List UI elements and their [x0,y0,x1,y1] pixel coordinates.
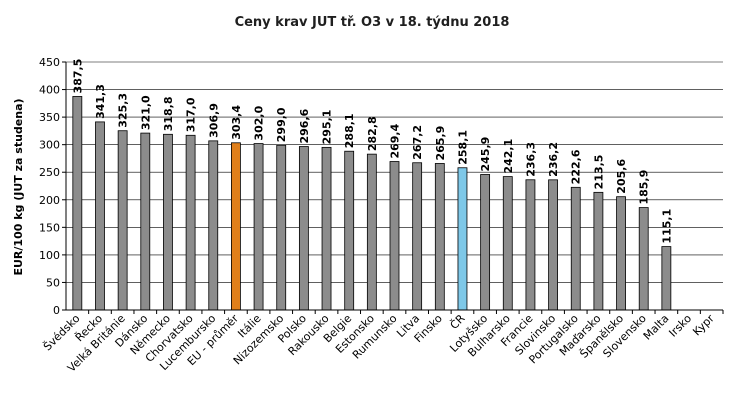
data-label: 321,0 [139,95,152,130]
data-label: 288,1 [343,113,356,148]
bar [344,150,355,311]
bar [366,153,377,311]
bars [72,96,672,311]
bar [661,246,672,311]
data-label: 341,3 [94,84,107,119]
y-tick-label: 50 [46,276,60,289]
bar [434,163,445,311]
bar [185,134,196,311]
data-label: 318,8 [162,97,175,132]
data-label: 299,0 [275,107,288,142]
x-tick-label: Malta [641,312,672,343]
bar [593,191,604,311]
data-label: 258,1 [456,130,469,165]
data-label: 236,3 [524,142,537,177]
x-tick-label: Irsko [666,312,694,340]
bar [457,167,468,311]
y-axis-ticks: 0 50 100 150 200 250 300 350 400 450 [39,56,66,317]
bar [389,161,400,311]
y-axis-label: EUR/100 kg (JUT za studena) [12,98,25,275]
data-label: 269,4 [389,123,402,158]
y-tick-label: 150 [39,221,60,234]
data-labels: 387,5 341,3 325,3 321,0 318,8 317,0 306,9 303,4… [71,59,673,244]
data-label: 306,9 [207,103,220,138]
y-tick-label: 300 [39,139,60,152]
bar [638,207,649,311]
data-label: 303,4 [230,105,243,140]
bar [502,176,513,311]
bar [140,132,151,311]
data-label: 222,6 [570,149,583,184]
data-label: 325,3 [117,93,130,128]
data-label: 282,8 [366,116,379,151]
bar [117,130,128,311]
data-label: 265,9 [434,126,447,161]
data-label: 242,1 [502,139,515,174]
bar [95,121,105,311]
y-tick-label: 0 [53,304,60,317]
data-label: 295,1 [321,110,334,145]
bar [72,96,83,311]
data-label: 213,5 [592,155,605,190]
bar [570,186,581,311]
bar [321,146,332,311]
bar [276,144,287,311]
chart-title: Ceny krav JUT tř. O3 v 18. týdnu 2018 [235,15,510,30]
bar [253,143,264,311]
y-tick-label: 400 [39,84,60,97]
data-label: 236,2 [547,142,560,177]
data-label: 115,1 [660,209,673,244]
data-label: 302,0 [253,105,266,140]
bar [412,162,423,311]
data-label: 296,6 [298,108,311,143]
bar [163,133,173,311]
bar [616,196,626,311]
data-label: 387,5 [71,59,84,94]
bar [525,179,536,311]
data-label: 205,6 [615,159,628,194]
y-tick-label: 100 [39,249,60,262]
data-label: 317,0 [185,97,198,132]
y-tick-label: 450 [39,56,60,69]
data-label: 185,9 [638,170,651,205]
y-tick-label: 250 [39,166,60,179]
y-tick-label: 350 [39,111,60,124]
bar [208,140,219,311]
bar [231,142,241,311]
bar [548,179,558,311]
data-label: 245,9 [479,137,492,172]
x-tick-label: Kypr [690,312,717,339]
bar [298,146,309,311]
y-tick-label: 200 [39,194,60,207]
data-label: 267,2 [411,125,424,160]
bar [480,174,491,311]
